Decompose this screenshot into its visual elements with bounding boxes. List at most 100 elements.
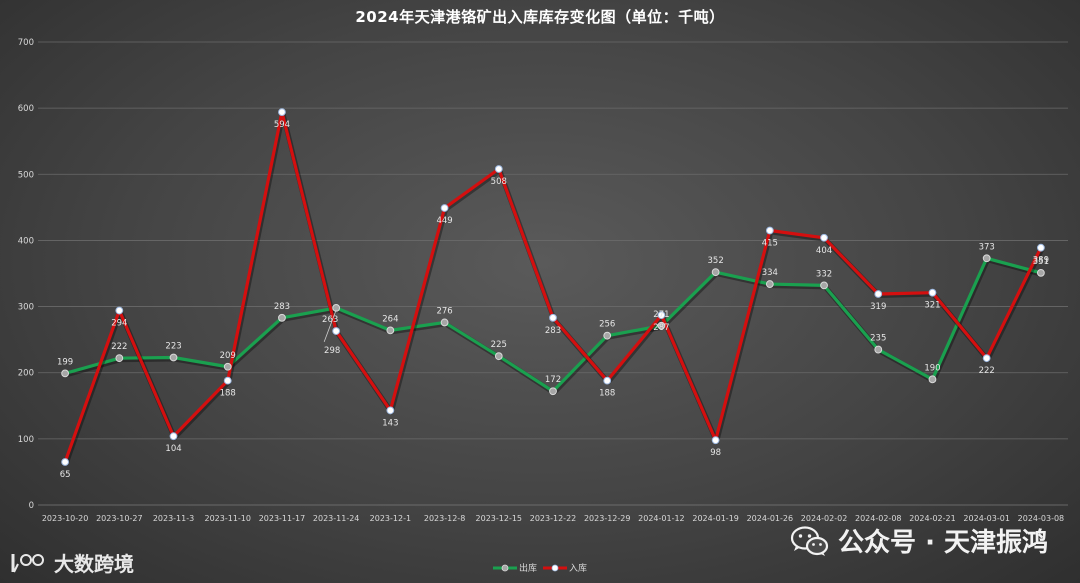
data-label-out: 351 bbox=[1033, 257, 1049, 267]
data-label-out: 334 bbox=[762, 268, 778, 278]
series-shadow-in bbox=[63, 111, 1045, 465]
x-tick-label: 2023-12-22 bbox=[530, 514, 577, 523]
x-tick-label: 2024-02-21 bbox=[909, 514, 956, 523]
data-label-out: 199 bbox=[57, 357, 73, 367]
data-label-out: 276 bbox=[436, 306, 452, 316]
data-label-in: 321 bbox=[924, 301, 940, 311]
data-label-in: 449 bbox=[436, 216, 452, 226]
data-label-in: 188 bbox=[599, 389, 615, 399]
x-tick-label: 2024-02-02 bbox=[801, 514, 848, 523]
data-label-out: 209 bbox=[220, 351, 236, 361]
data-label-out: 190 bbox=[924, 363, 940, 373]
x-tick-label: 2023-11-3 bbox=[153, 514, 194, 523]
y-tick-label: 0 bbox=[29, 501, 34, 511]
data-point-in bbox=[820, 233, 828, 242]
legend: 出库 入库 bbox=[0, 561, 1080, 574]
data-label-out: 222 bbox=[111, 342, 127, 352]
data-label-in: 389 bbox=[1033, 256, 1049, 266]
data-point-out bbox=[820, 281, 828, 290]
data-label-out: 332 bbox=[816, 269, 832, 279]
x-tick-label: 2023-12-8 bbox=[424, 514, 465, 523]
data-point-in bbox=[332, 327, 341, 335]
data-label-in: 222 bbox=[979, 366, 995, 376]
data-label-in: 104 bbox=[165, 444, 181, 454]
data-point-out bbox=[332, 303, 341, 312]
data-label-out: 283 bbox=[274, 302, 290, 312]
data-point-out bbox=[603, 331, 612, 340]
y-tick-label: 600 bbox=[18, 104, 34, 114]
legend-swatch-out bbox=[492, 564, 517, 571]
x-tick-label: 2023-12-1 bbox=[370, 514, 411, 523]
data-label-in: 319 bbox=[870, 302, 886, 312]
y-tick-label: 200 bbox=[18, 369, 34, 379]
x-tick-label: 2024-01-12 bbox=[638, 514, 685, 523]
data-point-out bbox=[386, 326, 395, 335]
y-tick-label: 700 bbox=[18, 38, 34, 48]
data-label-out: 373 bbox=[979, 242, 995, 252]
x-tick-label: 2024-01-26 bbox=[747, 514, 794, 523]
brand: 大数跨境 bbox=[10, 548, 134, 577]
data-point-out bbox=[549, 387, 557, 396]
data-point-out bbox=[657, 321, 666, 330]
legend-swatch-in bbox=[543, 564, 567, 571]
data-label-in: 143 bbox=[382, 418, 398, 428]
data-point-out bbox=[874, 345, 883, 354]
gridlines bbox=[38, 41, 1068, 506]
data-point-in bbox=[982, 354, 991, 363]
data-label-out: 352 bbox=[708, 256, 724, 266]
data-label-in: 283 bbox=[545, 326, 561, 336]
data-point-in bbox=[115, 306, 124, 315]
x-tick-label: 2024-01-19 bbox=[692, 514, 739, 523]
data-point-in bbox=[928, 288, 937, 297]
data-label-in: 508 bbox=[491, 177, 507, 187]
data-point-out bbox=[765, 280, 774, 288]
data-point-in bbox=[1036, 243, 1045, 252]
x-tick-label: 2023-12-15 bbox=[476, 514, 523, 523]
data-label-out: 223 bbox=[165, 342, 181, 352]
series-line-in bbox=[63, 110, 1043, 463]
data-point-in bbox=[874, 290, 883, 298]
data-label-in: 188 bbox=[220, 389, 236, 399]
data-point-in bbox=[440, 204, 449, 212]
data-label-in: 294 bbox=[111, 319, 127, 329]
data-point-out bbox=[440, 318, 449, 327]
data-point-out bbox=[928, 375, 937, 384]
x-tick-label: 2023-11-10 bbox=[204, 514, 251, 523]
data-point-out bbox=[982, 254, 991, 263]
series-layer bbox=[61, 108, 1045, 466]
data-label-in: 287 bbox=[653, 323, 669, 333]
x-tick-label: 2023-10-27 bbox=[96, 514, 143, 523]
data-label-in: 594 bbox=[274, 120, 290, 130]
x-tick-label: 2024-03-01 bbox=[963, 514, 1010, 523]
y-tick-label: 500 bbox=[18, 170, 34, 180]
data-point-in bbox=[657, 311, 666, 320]
data-point-in bbox=[169, 432, 178, 441]
data-point-in bbox=[278, 108, 286, 117]
brand-text: 大数跨境 bbox=[54, 552, 134, 576]
y-tick-label: 100 bbox=[18, 435, 34, 445]
data-label-in: 415 bbox=[762, 239, 778, 249]
x-axis: 2023-10-20 2023-10-27 2023-11-3 2023-11-10 2… bbox=[42, 514, 1064, 523]
leader-line bbox=[323, 309, 337, 343]
x-tick-label: 2023-10-20 bbox=[42, 514, 89, 523]
data-label-in: 98 bbox=[710, 448, 721, 458]
data-point-out bbox=[61, 369, 70, 378]
x-tick-label: 2023-11-17 bbox=[259, 514, 306, 523]
data-label-out: 264 bbox=[382, 314, 398, 324]
watermark: 公众号 · 天津振鸿 bbox=[790, 522, 1048, 559]
data-point-in bbox=[61, 458, 70, 466]
data-point-out bbox=[1036, 268, 1045, 277]
data-point-in bbox=[711, 436, 720, 445]
data-label-in: 263 bbox=[322, 315, 338, 325]
data-label-out: 298 bbox=[324, 346, 340, 356]
data-point-out bbox=[494, 352, 503, 361]
data-label-in: 404 bbox=[816, 246, 832, 256]
data-label-in: 65 bbox=[60, 470, 71, 480]
wechat-icon bbox=[790, 525, 829, 556]
data-point-in bbox=[603, 376, 612, 385]
data-point-out bbox=[169, 353, 178, 362]
x-tick-label: 2023-11-24 bbox=[313, 514, 360, 523]
data-point-out bbox=[223, 362, 232, 371]
data-point-in bbox=[223, 376, 232, 385]
data-point-in bbox=[765, 226, 774, 235]
